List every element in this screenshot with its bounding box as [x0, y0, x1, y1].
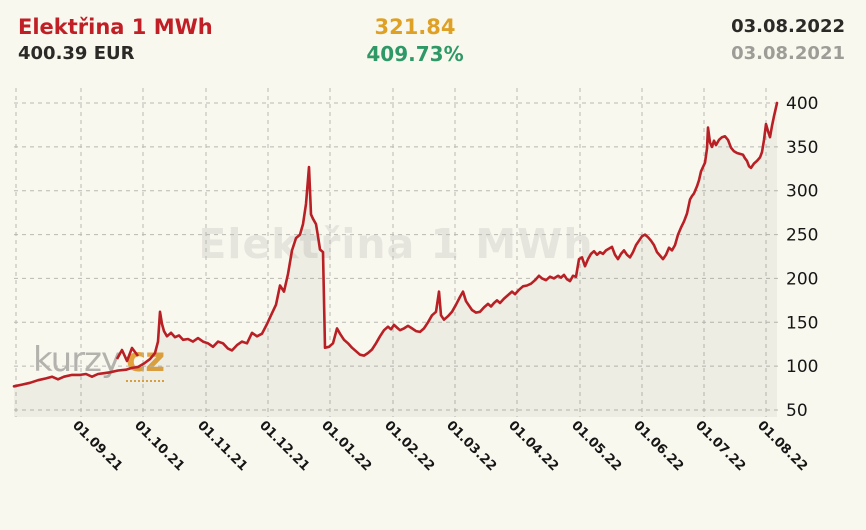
x-axis-label: 01.09.21 — [69, 418, 125, 474]
x-axis-label: 01.07.22 — [692, 418, 748, 474]
x-axis-label: 01.05.22 — [568, 418, 624, 474]
y-axis-label: 200 — [786, 269, 818, 289]
header-change: 321.84 409.73% — [330, 13, 500, 67]
kurzy-logo-domain: cz — [126, 340, 165, 382]
x-axis-label: 01.06.22 — [630, 418, 686, 474]
y-axis-label: 300 — [786, 182, 818, 202]
y-axis-label: 150 — [786, 313, 818, 333]
kurzy-logo: kurzy cz — [33, 340, 165, 382]
chart-title-watermark: Elektřina 1 MWh — [198, 220, 594, 268]
y-axis-label: 350 — [786, 138, 818, 158]
y-axis-label: 250 — [786, 226, 818, 246]
current-price: 400.39 EUR — [18, 43, 135, 64]
x-axis-label: 01.12.21 — [256, 418, 312, 474]
change-percent: 409.73% — [366, 42, 464, 66]
x-axis-label: 01.10.21 — [131, 418, 187, 474]
change-absolute: 321.84 — [374, 15, 456, 39]
area-fill — [14, 103, 777, 417]
date-current: 03.08.2022 — [731, 16, 845, 37]
y-axis-label: 50 — [786, 401, 808, 421]
kurzy-logo-zigzag-icon — [116, 346, 140, 363]
header-left: Elektřina 1 MWh 400.39 EUR — [18, 13, 213, 67]
x-axis-label: 01.02.22 — [381, 418, 437, 474]
instrument-title: Elektřina 1 MWh — [18, 15, 213, 39]
x-axis-label: 01.11.21 — [194, 418, 250, 474]
date-previous: 03.08.2021 — [731, 43, 845, 64]
header-dates: 03.08.2022 03.08.2021 — [731, 13, 845, 67]
price-line — [12, 101, 779, 388]
x-axis-label: 01.04.22 — [505, 418, 561, 474]
x-axis-label: 01.03.22 — [443, 418, 499, 474]
y-axis-label: 400 — [786, 94, 818, 114]
x-axis-label: 01.01.22 — [318, 418, 374, 474]
y-axis-label: 100 — [786, 357, 818, 377]
x-axis-label: 01.08.22 — [754, 418, 810, 474]
